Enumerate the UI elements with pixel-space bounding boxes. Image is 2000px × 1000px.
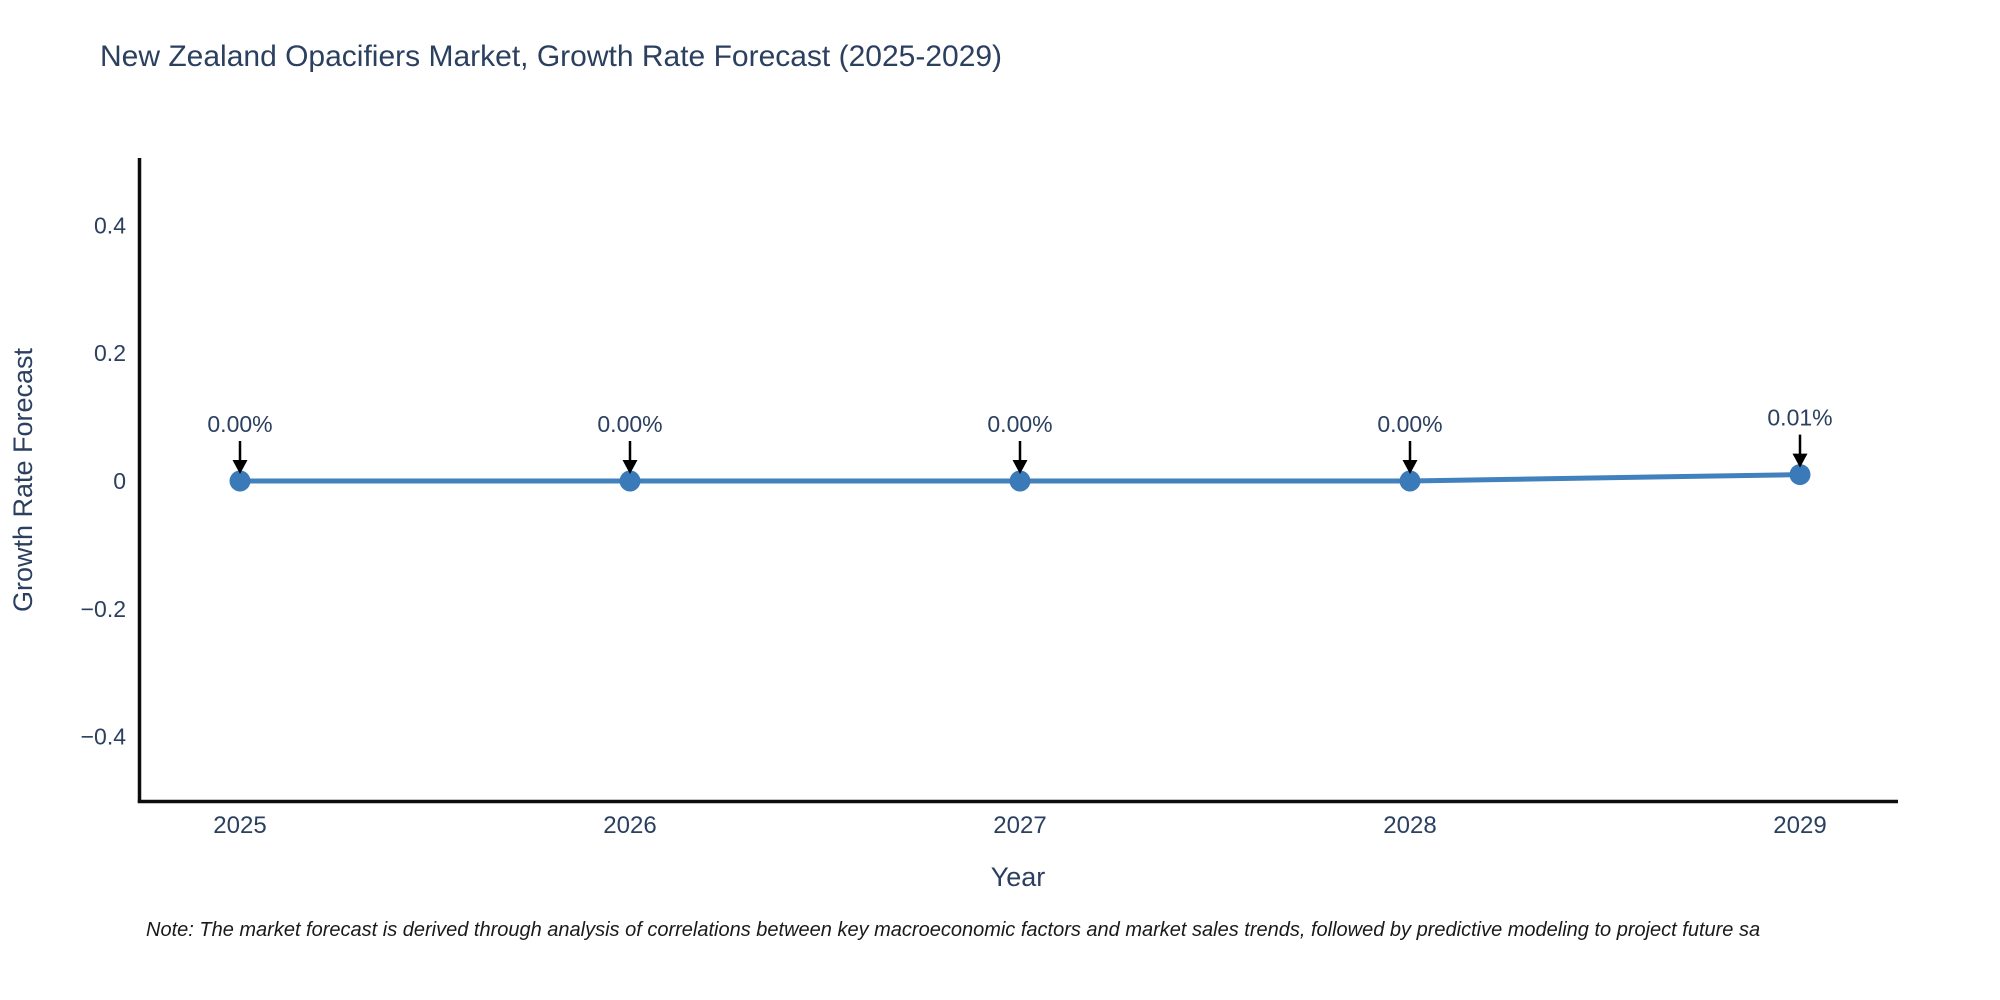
data-point-marker — [229, 470, 251, 492]
annotation-label: 0.00% — [987, 411, 1052, 437]
annotation-label: 0.00% — [207, 411, 272, 437]
annotation-arrowhead — [622, 460, 638, 474]
x-tick-label: 2026 — [603, 812, 656, 839]
x-tick-label: 2027 — [993, 812, 1046, 839]
y-tick-label: −0.4 — [81, 724, 127, 750]
annotation-arrowhead — [1012, 460, 1028, 474]
y-tick-label: −0.2 — [81, 596, 126, 622]
chart-title: New Zealand Opacifiers Market, Growth Ra… — [100, 40, 1003, 73]
y-axis-title: Growth Rate Forecast — [8, 347, 38, 612]
annotation-arrowhead — [1402, 460, 1418, 474]
x-tick-label: 2025 — [213, 812, 266, 839]
annotation-arrowhead — [1792, 453, 1808, 468]
y-tick-label: 0.2 — [94, 340, 126, 366]
data-point-marker — [1009, 470, 1031, 492]
data-point-marker — [1789, 464, 1811, 486]
data-point-marker — [1399, 470, 1421, 492]
annotation-arrowhead — [232, 460, 248, 474]
plot-area: Growth Rate Forecast Year 0.4 0.2 0 −0.2 −0.… — [8, 158, 1898, 892]
x-tick-label: 2029 — [1773, 812, 1826, 839]
annotation-label: 0.00% — [1377, 411, 1442, 437]
chart-generated-content: 0.4 0.2 0 −0.2 −0.4 2025 2026 2027 2028 2029 0.00%… — [81, 158, 1898, 839]
data-point-marker — [619, 470, 641, 492]
y-tick-label: 0 — [113, 468, 126, 494]
annotation-label: 0.00% — [597, 411, 662, 437]
y-tick-label: 0.4 — [94, 212, 126, 238]
x-axis-title: Year — [991, 862, 1046, 892]
footnote: Note: The market forecast is derived thr… — [146, 919, 1761, 941]
x-tick-label: 2028 — [1383, 812, 1436, 839]
annotation-label: 0.01% — [1767, 405, 1832, 431]
